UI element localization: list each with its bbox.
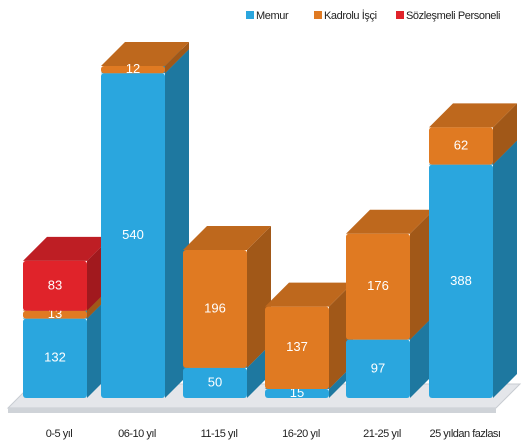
- bar: [23, 260, 87, 311]
- bar-side: [410, 315, 434, 398]
- data-label: 196: [204, 300, 226, 315]
- bar: [346, 339, 410, 398]
- x-tick-label: 25 yıldan fazlası: [430, 428, 501, 440]
- x-tick-label: 21-25 yıl: [363, 428, 401, 440]
- bar-top: [346, 209, 434, 234]
- data-label: 540: [122, 227, 144, 242]
- legend-label: Memur: [256, 10, 289, 22]
- data-label: 137: [286, 339, 308, 354]
- legend-swatch: [396, 11, 404, 19]
- bar-side: [493, 140, 517, 398]
- bar: [265, 388, 329, 398]
- bar-top: [23, 236, 111, 261]
- x-tick-label: 0-5 yıl: [46, 428, 73, 440]
- x-tick-label: 11-15 yıl: [201, 428, 238, 440]
- data-label: 83: [48, 277, 62, 292]
- x-tick-label: 06-10 yıl: [118, 428, 156, 440]
- bar-top: [183, 226, 271, 251]
- bar: [183, 250, 247, 368]
- x-tick-label: 16-20 yıl: [282, 428, 320, 440]
- bar: [23, 310, 87, 319]
- bar-top: [265, 282, 353, 307]
- legend-label: Kadrolu İşçi: [324, 9, 377, 22]
- bar-top: [429, 103, 517, 128]
- bar: [101, 73, 165, 398]
- bar: [265, 306, 329, 389]
- data-label: 12: [126, 61, 140, 76]
- data-label: 132: [44, 350, 66, 365]
- bar: [429, 127, 493, 165]
- data-label: 97: [371, 360, 385, 375]
- bar-side: [165, 42, 189, 74]
- data-label: 388: [450, 273, 472, 288]
- data-label: 176: [367, 278, 389, 293]
- bar-side: [493, 103, 517, 165]
- bar: [183, 367, 247, 398]
- data-label: 50: [208, 374, 222, 389]
- bar: [23, 318, 87, 398]
- legend-label: Sözleşmeli Personeli: [406, 10, 500, 22]
- bar: [429, 164, 493, 398]
- data-label: 62: [454, 137, 468, 152]
- bar-side: [410, 209, 434, 340]
- floor-edge: [8, 408, 496, 413]
- bar-top: [101, 42, 189, 66]
- legend-swatch: [246, 11, 254, 19]
- bar: [101, 66, 165, 74]
- bar: [346, 233, 410, 340]
- legend-swatch: [314, 11, 322, 19]
